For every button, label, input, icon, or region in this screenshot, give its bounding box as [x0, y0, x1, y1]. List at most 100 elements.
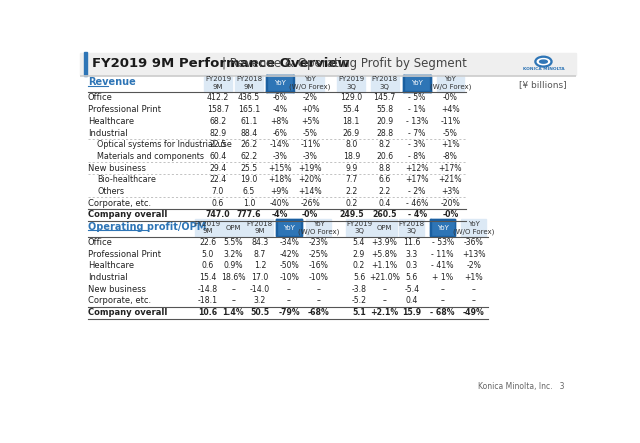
Text: -6%: -6%: [273, 93, 287, 102]
Text: -2%: -2%: [303, 93, 317, 102]
Text: 28.8: 28.8: [376, 128, 393, 137]
Text: YoY: YoY: [284, 225, 295, 231]
Text: +18%: +18%: [268, 175, 292, 184]
Text: -18.1: -18.1: [198, 296, 218, 305]
Text: - 3%: - 3%: [408, 140, 426, 149]
Text: 50.5: 50.5: [250, 308, 269, 317]
Text: +1%: +1%: [465, 273, 483, 282]
Bar: [296, 75, 324, 92]
Text: -26%: -26%: [300, 199, 320, 208]
Text: Revenue: Revenue: [88, 78, 136, 87]
Text: KONICA MINOLTA: KONICA MINOLTA: [523, 67, 564, 71]
Text: 22.6: 22.6: [199, 238, 216, 247]
Bar: [204, 75, 232, 92]
Text: -5.2: -5.2: [351, 296, 367, 305]
Ellipse shape: [535, 56, 552, 67]
Text: - 46%: - 46%: [406, 199, 428, 208]
Text: -3%: -3%: [303, 152, 317, 161]
Text: [¥ billions]: [¥ billions]: [519, 80, 566, 89]
Text: 777.6: 777.6: [237, 210, 261, 219]
Bar: [371, 75, 399, 92]
Text: 55.8: 55.8: [376, 105, 393, 114]
Text: -79%: -79%: [278, 308, 300, 317]
Text: +3.9%: +3.9%: [372, 238, 397, 247]
Text: +13%: +13%: [462, 249, 486, 259]
Text: 26.9: 26.9: [342, 128, 360, 137]
Ellipse shape: [537, 58, 550, 65]
Text: 436.5: 436.5: [238, 93, 260, 102]
Text: +1%: +1%: [441, 140, 460, 149]
Text: New business: New business: [88, 163, 146, 173]
Text: Konica Minolta, Inc.   3: Konica Minolta, Inc. 3: [478, 382, 564, 391]
Text: | Revenue & Operating Profit by Segment: | Revenue & Operating Profit by Segment: [222, 58, 467, 70]
Text: - 41%: - 41%: [431, 261, 454, 270]
Text: 8.8: 8.8: [378, 163, 390, 173]
Text: -3%: -3%: [273, 152, 287, 161]
Text: –: –: [378, 296, 392, 305]
Text: +21.0%: +21.0%: [369, 273, 400, 282]
Text: OPM: OPM: [226, 225, 241, 231]
Bar: [247, 219, 273, 236]
Text: YoY: YoY: [274, 80, 286, 86]
Text: - 8%: - 8%: [408, 152, 426, 161]
Text: 1.4%: 1.4%: [223, 308, 244, 317]
Text: Company overall: Company overall: [88, 210, 167, 219]
Bar: [346, 219, 372, 236]
Text: 6.5: 6.5: [243, 187, 255, 196]
Text: 5.6: 5.6: [406, 273, 418, 282]
Text: -23%: -23%: [309, 238, 328, 247]
Text: FY2019 9M Performance Overview: FY2019 9M Performance Overview: [92, 58, 350, 70]
Text: +5.8%: +5.8%: [372, 249, 397, 259]
Text: FY2018
9M: FY2018 9M: [247, 221, 273, 234]
Text: 62.2: 62.2: [241, 152, 257, 161]
Text: 22.4: 22.4: [209, 175, 227, 184]
Text: - 4%: - 4%: [408, 210, 427, 219]
Text: 68.2: 68.2: [209, 117, 227, 126]
Text: 1.2: 1.2: [253, 261, 266, 270]
Bar: [235, 75, 263, 92]
Bar: [306, 219, 332, 236]
Text: FY2019
3Q: FY2019 3Q: [338, 77, 364, 90]
Bar: [266, 91, 294, 92]
Text: -11%: -11%: [300, 140, 320, 149]
Text: +19%: +19%: [298, 163, 322, 173]
Text: YoY
(W/O Forex): YoY (W/O Forex): [298, 221, 339, 235]
Text: 15.4: 15.4: [199, 273, 216, 282]
Text: –: –: [227, 296, 241, 305]
Text: 1.0: 1.0: [243, 199, 255, 208]
Text: –: –: [378, 285, 392, 294]
Bar: [337, 75, 365, 92]
Text: 2.2: 2.2: [345, 187, 357, 196]
Text: 88.4: 88.4: [241, 128, 257, 137]
Text: –: –: [227, 285, 241, 294]
Text: Company overall: Company overall: [88, 308, 167, 317]
Text: 747.0: 747.0: [205, 210, 230, 219]
Text: 412.2: 412.2: [207, 93, 229, 102]
Text: - 2%: - 2%: [408, 187, 426, 196]
Text: -8%: -8%: [443, 152, 458, 161]
Text: +1.1%: +1.1%: [371, 261, 397, 270]
Text: -14.0: -14.0: [250, 285, 270, 294]
Text: 19.0: 19.0: [241, 175, 257, 184]
Text: -6%: -6%: [273, 128, 287, 137]
Text: Corporate, etc.: Corporate, etc.: [88, 296, 151, 305]
Text: -0%: -0%: [442, 210, 459, 219]
Text: 7.0: 7.0: [212, 187, 224, 196]
Text: -3.8: -3.8: [351, 285, 367, 294]
Text: -5.4: -5.4: [404, 285, 419, 294]
Text: 249.5: 249.5: [339, 210, 364, 219]
Text: 3.3: 3.3: [406, 249, 418, 259]
Text: 18.9: 18.9: [342, 152, 360, 161]
Text: - 7%: - 7%: [408, 128, 426, 137]
Text: 25.5: 25.5: [241, 163, 257, 173]
Text: –: –: [467, 296, 481, 305]
Text: 129.0: 129.0: [340, 93, 362, 102]
Text: YoY
(W/O Forex): YoY (W/O Forex): [289, 76, 331, 90]
Bar: [221, 219, 246, 236]
Text: -36%: -36%: [464, 238, 484, 247]
Text: 9.9: 9.9: [345, 163, 357, 173]
Text: 60.4: 60.4: [209, 152, 227, 161]
Text: 18.1: 18.1: [342, 117, 360, 126]
Text: OPM: OPM: [377, 225, 392, 231]
Text: –: –: [312, 296, 326, 305]
